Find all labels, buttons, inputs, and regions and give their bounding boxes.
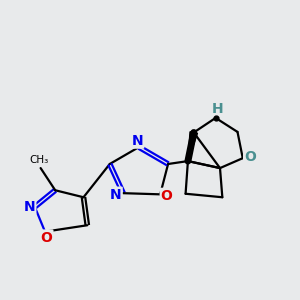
Text: O: O bbox=[40, 230, 52, 244]
Text: N: N bbox=[24, 200, 35, 214]
Text: O: O bbox=[161, 189, 172, 203]
Text: O: O bbox=[244, 150, 256, 164]
Text: N: N bbox=[110, 188, 122, 202]
Text: N: N bbox=[132, 134, 143, 148]
Text: CH₃: CH₃ bbox=[29, 155, 49, 165]
Polygon shape bbox=[188, 132, 197, 161]
Text: H: H bbox=[211, 102, 223, 116]
